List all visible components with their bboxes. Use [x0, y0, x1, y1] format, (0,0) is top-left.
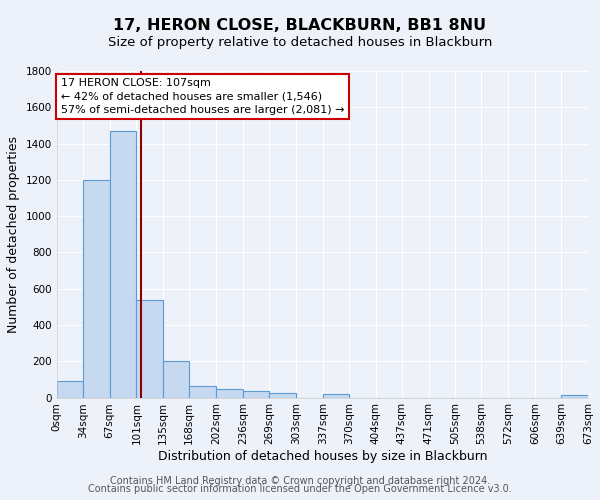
Bar [136, 300, 163, 398]
X-axis label: Distribution of detached houses by size in Blackburn: Distribution of detached houses by size … [158, 450, 487, 463]
Bar [56, 381, 83, 398]
Bar [110, 131, 136, 398]
Text: 17, HERON CLOSE, BLACKBURN, BB1 8NU: 17, HERON CLOSE, BLACKBURN, BB1 8NU [113, 18, 487, 32]
Bar [243, 391, 269, 398]
Text: Size of property relative to detached houses in Blackburn: Size of property relative to detached ho… [108, 36, 492, 49]
Bar [83, 180, 110, 398]
Bar [323, 394, 349, 398]
Bar [561, 395, 588, 398]
Bar [269, 393, 296, 398]
Bar [216, 389, 243, 398]
Bar [189, 386, 216, 398]
Text: 17 HERON CLOSE: 107sqm
← 42% of detached houses are smaller (1,546)
57% of semi-: 17 HERON CLOSE: 107sqm ← 42% of detached… [61, 78, 344, 114]
Y-axis label: Number of detached properties: Number of detached properties [7, 136, 20, 332]
Text: Contains HM Land Registry data © Crown copyright and database right 2024.: Contains HM Land Registry data © Crown c… [110, 476, 490, 486]
Bar [163, 361, 189, 398]
Text: Contains public sector information licensed under the Open Government Licence v3: Contains public sector information licen… [88, 484, 512, 494]
